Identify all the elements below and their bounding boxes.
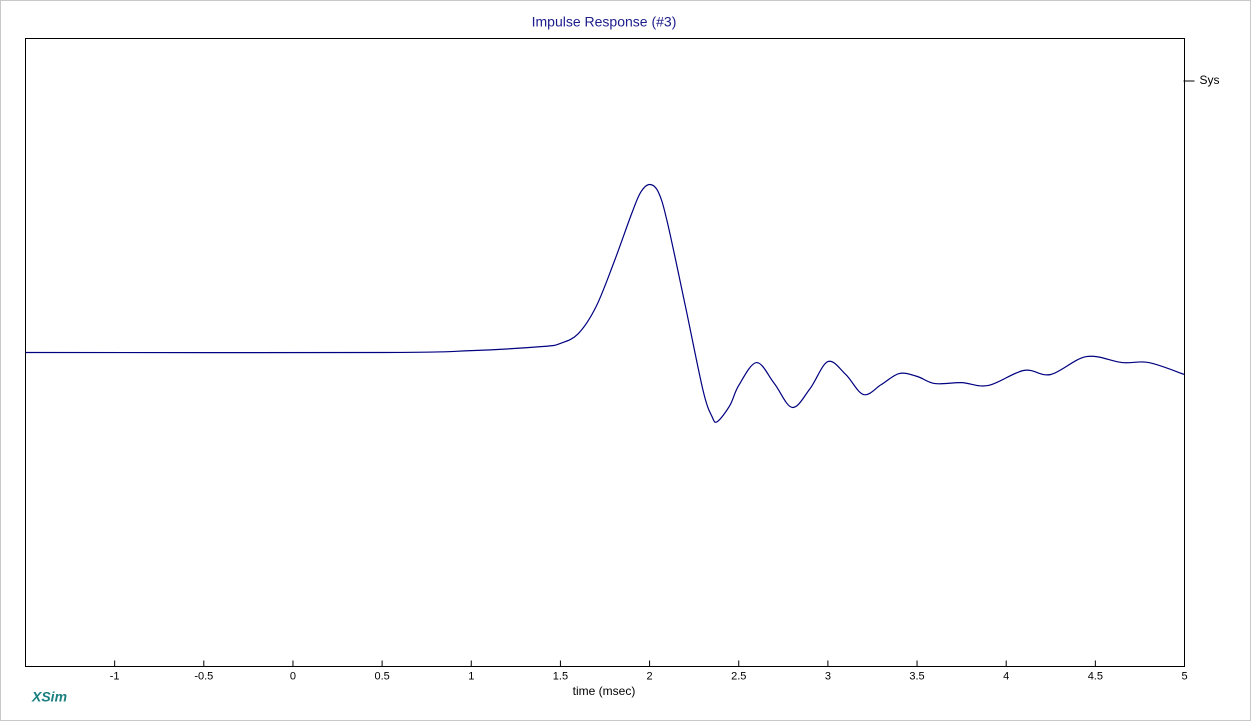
x-tick-label: 3.5 <box>909 670 924 682</box>
x-tick-label: 0 <box>290 670 296 682</box>
x-tick-label: 5 <box>1181 670 1187 682</box>
x-tick-label: 1 <box>468 670 474 682</box>
x-tick-label: 4 <box>1003 670 1009 682</box>
x-tick-label: 4.5 <box>1088 670 1103 682</box>
series-line <box>25 183 1185 423</box>
x-tick-label: 2 <box>647 670 653 682</box>
x-tick-label: 2.5 <box>731 670 746 682</box>
x-tick-label: -1 <box>110 670 120 682</box>
x-axis-label: time (msec) <box>573 684 636 698</box>
chart-title: Impulse Response (#3) <box>532 14 677 30</box>
legend-label: Sys <box>1200 73 1220 87</box>
x-tick-label: -0.5 <box>194 670 213 682</box>
x-tick-label: 0.5 <box>374 670 389 682</box>
watermark: XSim <box>31 689 67 705</box>
x-tick-label: 1.5 <box>553 670 568 682</box>
x-tick-label: 3 <box>825 670 831 682</box>
